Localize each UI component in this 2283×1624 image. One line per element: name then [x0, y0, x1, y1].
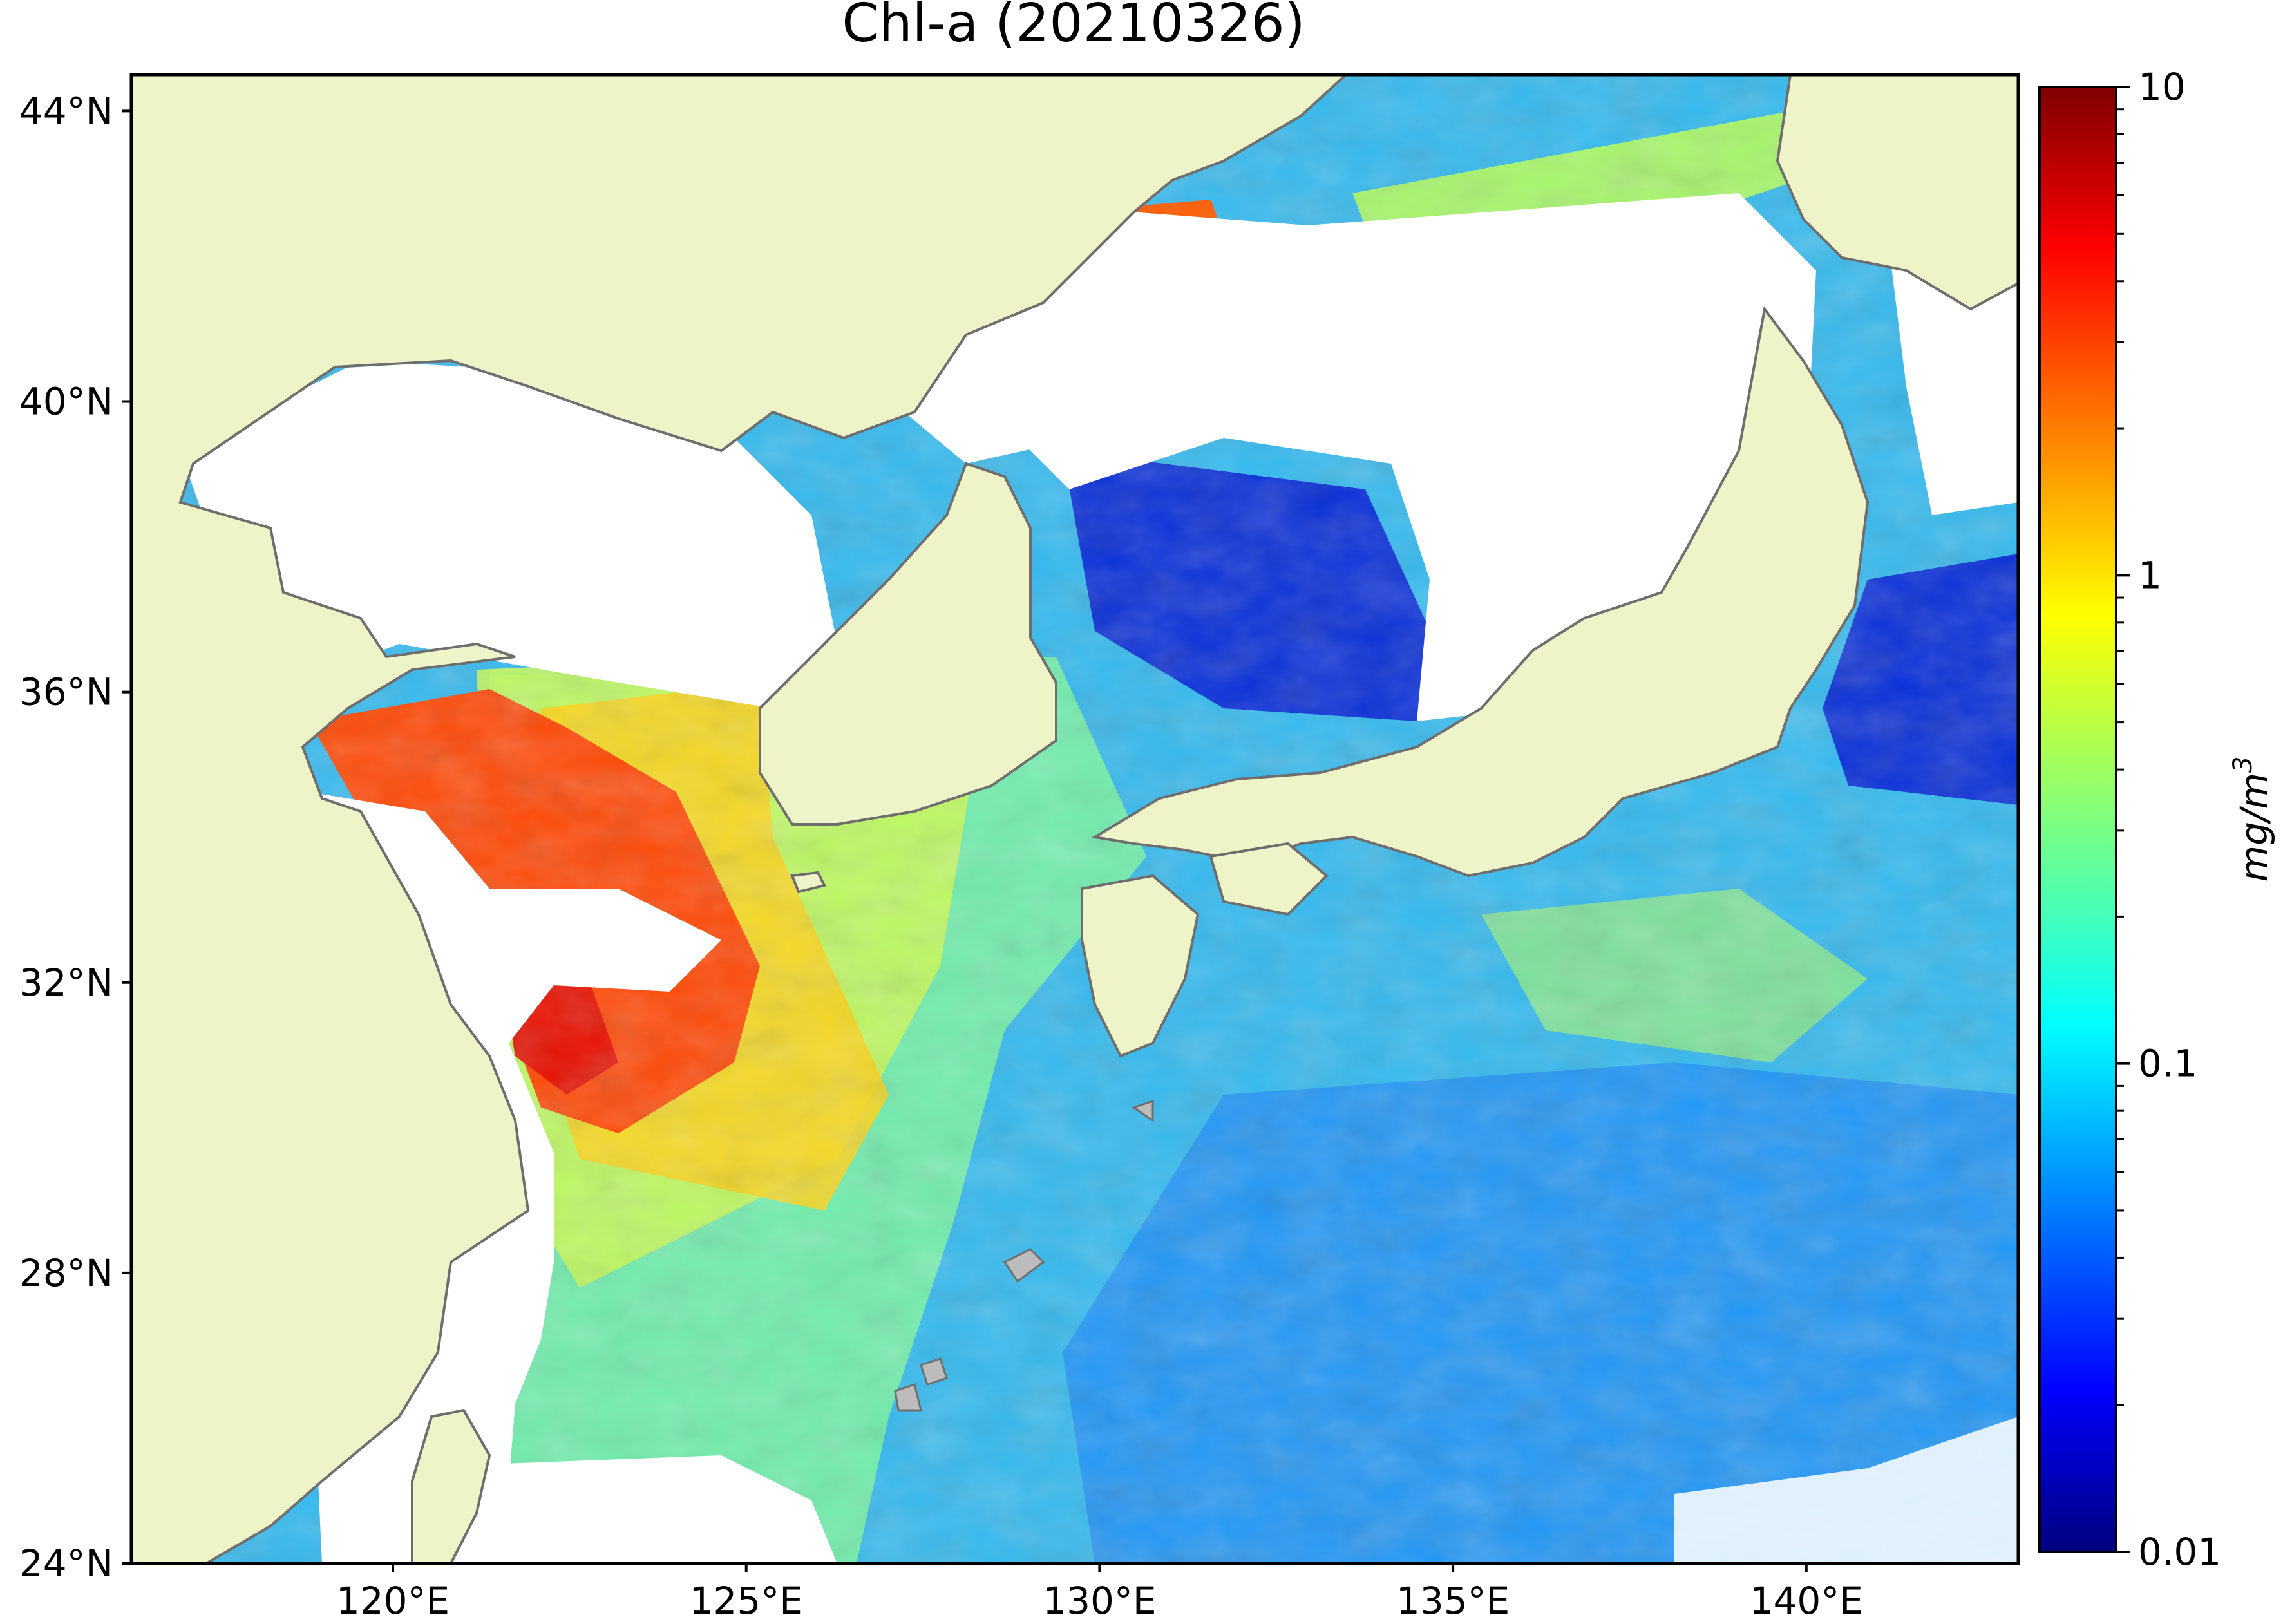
lat-tick-label: 36°N [19, 670, 113, 714]
lat-tick-label: 28°N [19, 1251, 113, 1295]
lat-tick-label: 44°N [19, 89, 113, 133]
land-japan-shikoku [1209, 842, 1329, 916]
map-title: Chl-a (20210326) [842, 0, 1305, 54]
colorbar-label: mg/m3 [2228, 757, 2276, 882]
land-ryukyu-3 [1131, 1099, 1154, 1122]
no-data-pacific-south-east [1674, 1417, 2018, 1563]
colorbar-label-unit: mg/m [2232, 773, 2276, 882]
colorbar-tick-label: 0.01 [2138, 1530, 2221, 1574]
land-japan-honshu [1091, 306, 1870, 878]
no-data-east-sea [914, 193, 1816, 721]
lon-tick-label: 130°E [1043, 1579, 1156, 1623]
no-data-east-sea-west [889, 348, 1082, 464]
no-data-south-taiwan [386, 1455, 837, 1563]
map-panel [131, 75, 2018, 1563]
colorbar-ticks: 10 1 0.1 0.01 [2116, 65, 2221, 1574]
map-frame [129, 73, 2020, 1565]
lat-tick-label: 24°N [19, 1542, 113, 1585]
colorbar-tick-label: 1 [2138, 553, 2162, 597]
land-ryukyu-1 [1003, 1248, 1045, 1283]
latitude-axis: 24°N 28°N 32°N 36°N 40°N 44°N [19, 89, 131, 1585]
island-chain [894, 1099, 1154, 1412]
colorbar-tick-label: 10 [2138, 65, 2186, 109]
lat-tick-label: 40°N [19, 380, 113, 424]
lon-tick-label: 140°E [1750, 1579, 1863, 1623]
colorbar-label-superscript: 3 [2228, 757, 2258, 773]
land-taiwan [411, 1408, 491, 1563]
lon-tick-label: 120°E [336, 1579, 450, 1623]
land-china-north [131, 75, 1348, 1563]
colorbar-tick-label: 0.1 [2138, 1042, 2197, 1086]
land-hokkaido [1776, 75, 2018, 311]
lat-tick-label: 32°N [19, 961, 113, 1005]
land-ryukyu-4 [894, 1383, 922, 1412]
land-jeju [790, 871, 826, 894]
lon-tick-label: 125°E [690, 1579, 803, 1623]
land-ryukyu-2 [920, 1357, 948, 1386]
lon-tick-label: 135°E [1396, 1579, 1510, 1623]
longitude-axis: 120°E 125°E 130°E 135°E 140°E [336, 1563, 1863, 1623]
land [131, 75, 2018, 1563]
land-korea [759, 462, 1057, 826]
land-japan-kyushu [1081, 874, 1200, 1058]
colorbar-gradient [2040, 87, 2116, 1552]
colorbar: 10 1 0.1 0.01 mg/m3 [2038, 65, 2276, 1574]
colorbar-frame [2038, 86, 2117, 1553]
